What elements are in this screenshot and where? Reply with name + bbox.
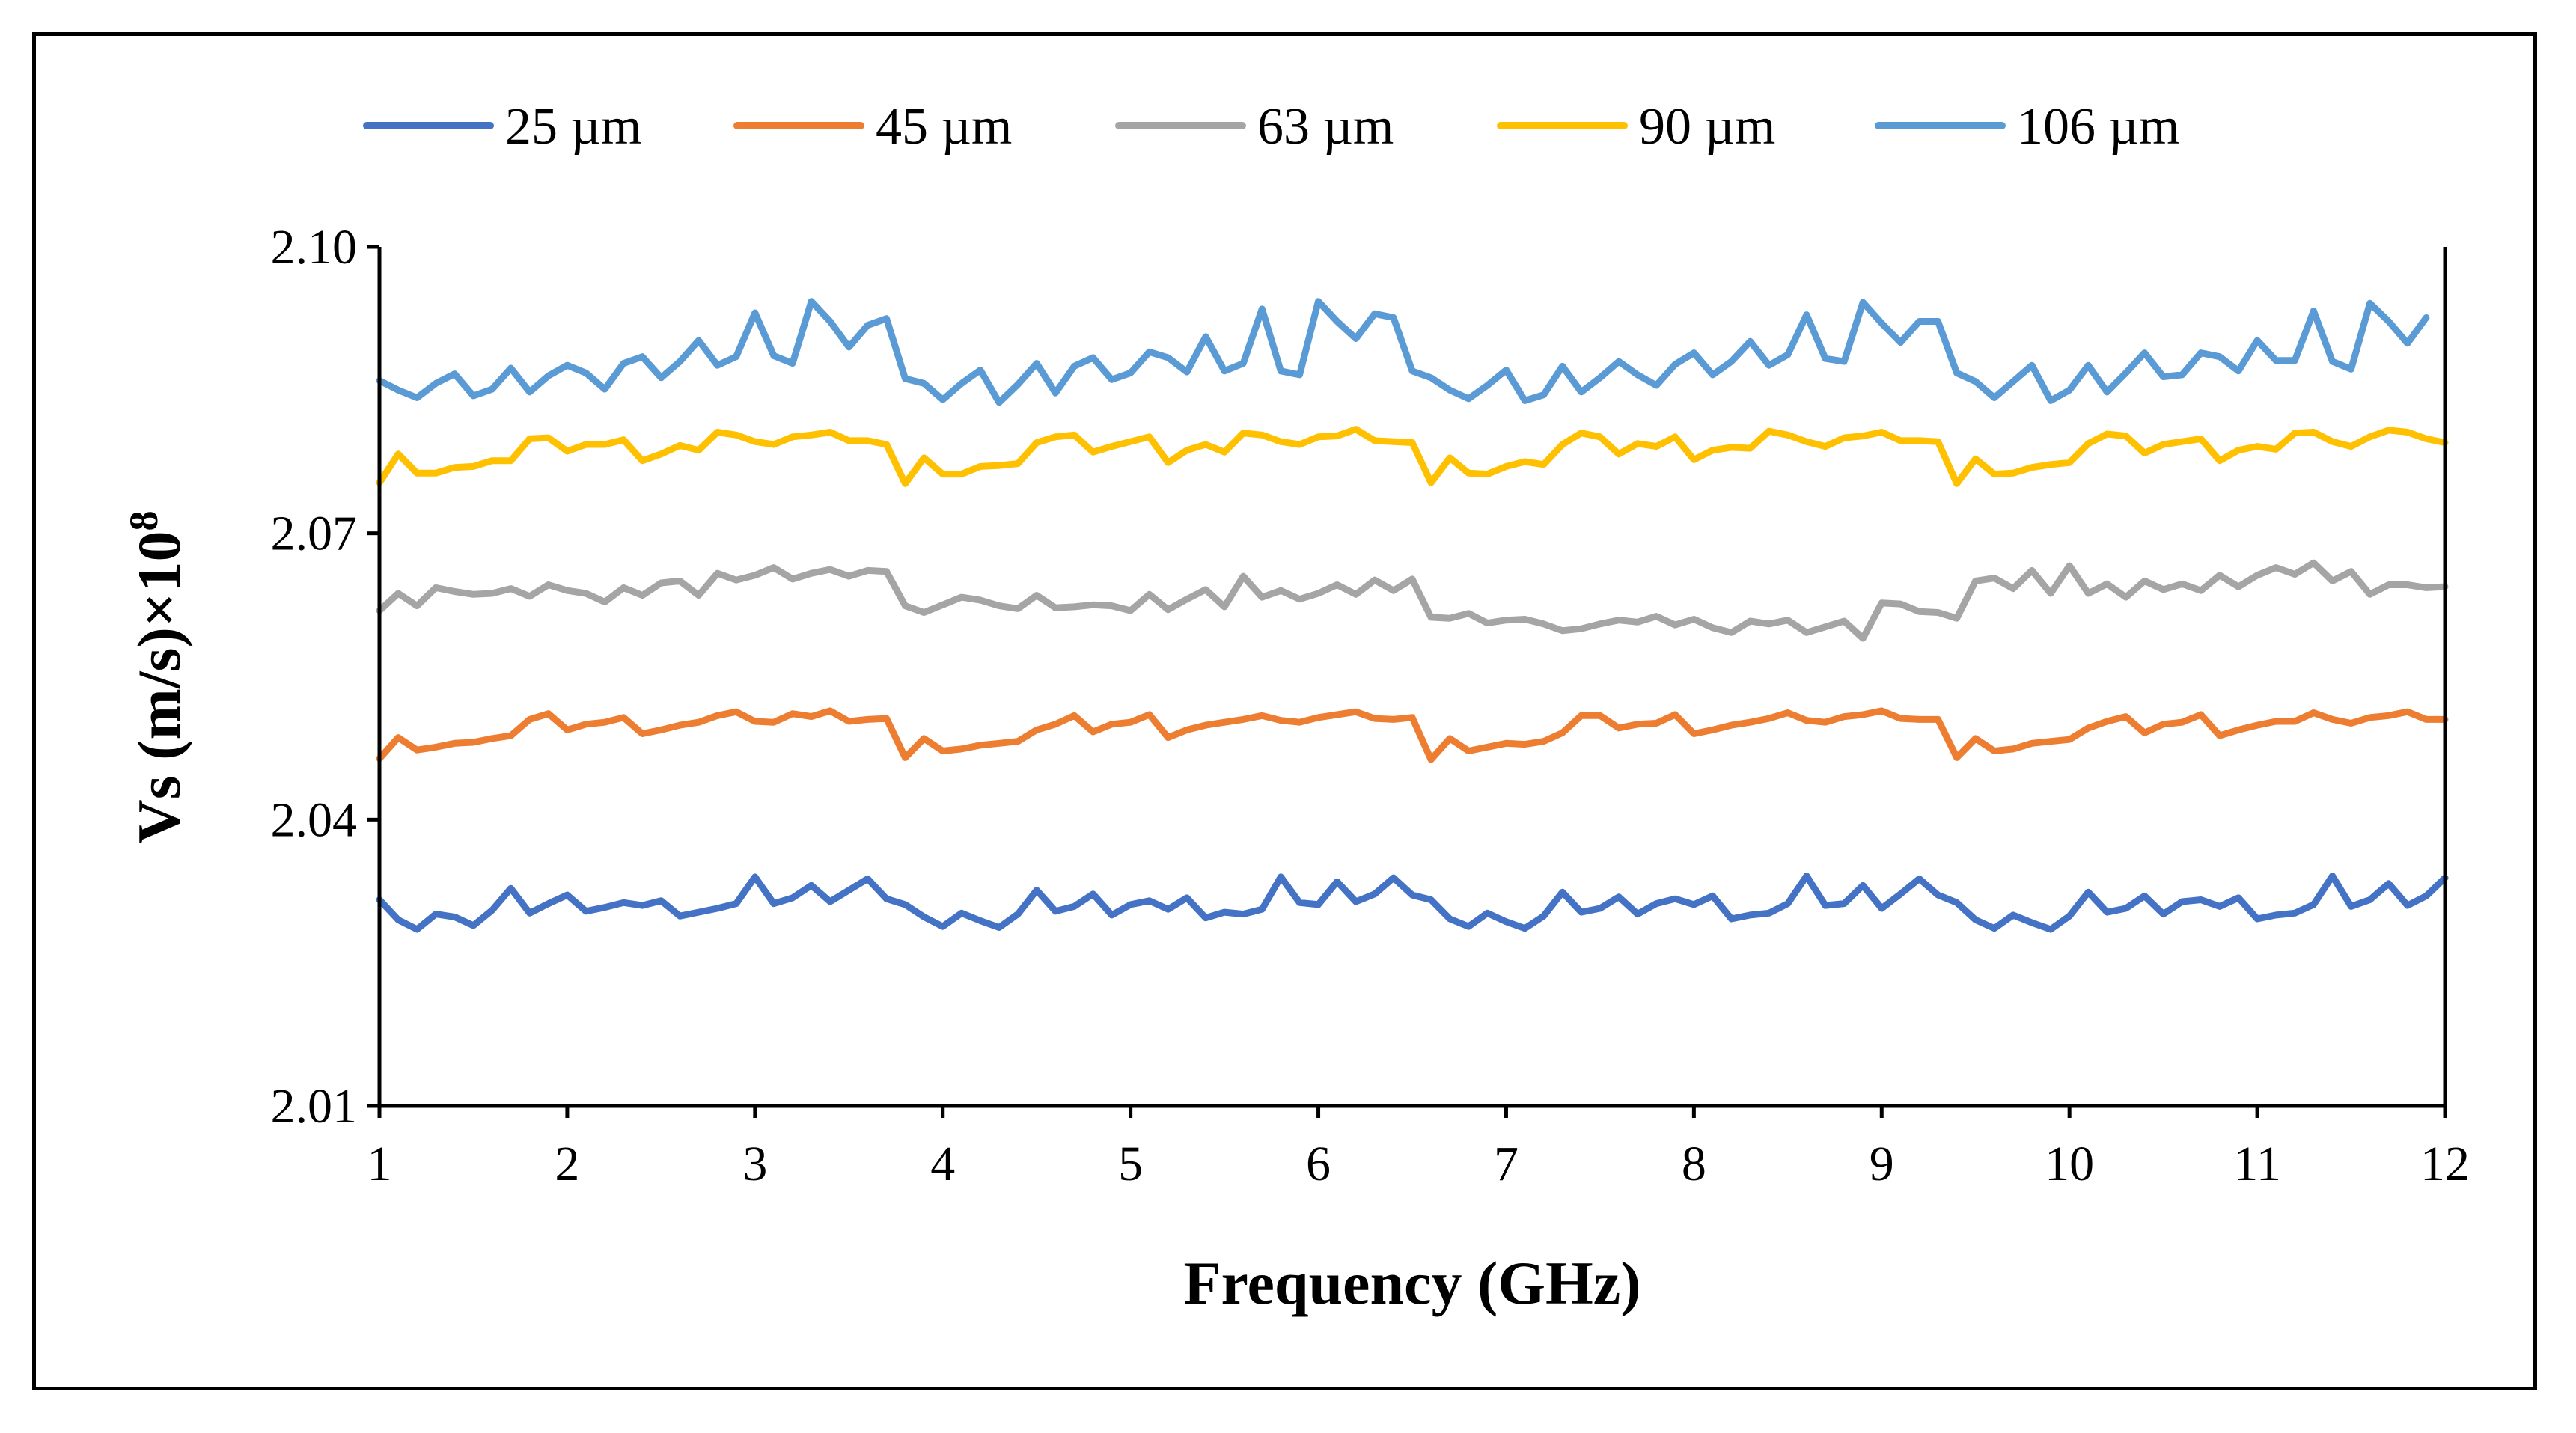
x-tick-label: 10 <box>2045 1137 2094 1191</box>
x-tick-label: 12 <box>2420 1137 2470 1191</box>
y-axis-title-exponent: 8 <box>121 511 166 531</box>
x-tick-label: 7 <box>1494 1137 1519 1191</box>
legend-label: 45 µm <box>876 98 1012 156</box>
legend-label: 25 µm <box>505 98 641 156</box>
y-tick-label: 2.07 <box>271 507 358 561</box>
x-tick-label: 3 <box>742 1137 767 1191</box>
x-tick-label: 2 <box>555 1137 579 1191</box>
chart-frame <box>32 32 2537 1390</box>
x-tick-label: 5 <box>1118 1137 1143 1191</box>
series-line-4 <box>376 298 2430 406</box>
x-tick-label: 6 <box>1306 1137 1331 1191</box>
x-tick-label: 1 <box>367 1137 392 1191</box>
x-ticks: 1 2 3 4 5 6 7 8 9 10 11 12 <box>367 1106 2470 1191</box>
x-tick-label: 8 <box>1682 1137 1706 1191</box>
x-tick-label: 11 <box>2233 1137 2281 1191</box>
plot-series <box>376 298 2449 933</box>
y-axis-title-main: Vs (m/s)×10 <box>125 531 193 844</box>
y-tick-label: 2.10 <box>271 220 358 275</box>
y-ticks: 2.01 2.04 2.07 2.10 <box>271 220 379 1134</box>
series-line-1 <box>376 707 2449 763</box>
axes <box>377 247 2447 1108</box>
y-tick-label: 2.04 <box>271 792 358 847</box>
y-axis-title: Vs (m/s)×108 <box>121 511 193 844</box>
legend-label: 90 µm <box>1639 98 1775 156</box>
legend-label: 106 µm <box>2017 98 2179 156</box>
series-line-2 <box>376 559 2449 642</box>
x-tick-label: 9 <box>1870 1137 1894 1191</box>
x-tick-label: 4 <box>930 1137 955 1191</box>
y-tick-label: 2.01 <box>271 1079 358 1134</box>
legend-label: 63 µm <box>1257 98 1394 156</box>
legend: 25 µm 45 µm 63 µm 90 µm 106 µm <box>363 98 2179 156</box>
series-line-3 <box>376 426 2449 487</box>
series-line-0 <box>376 873 2449 933</box>
x-axis-title: Frequency (GHz) <box>1183 1249 1640 1317</box>
